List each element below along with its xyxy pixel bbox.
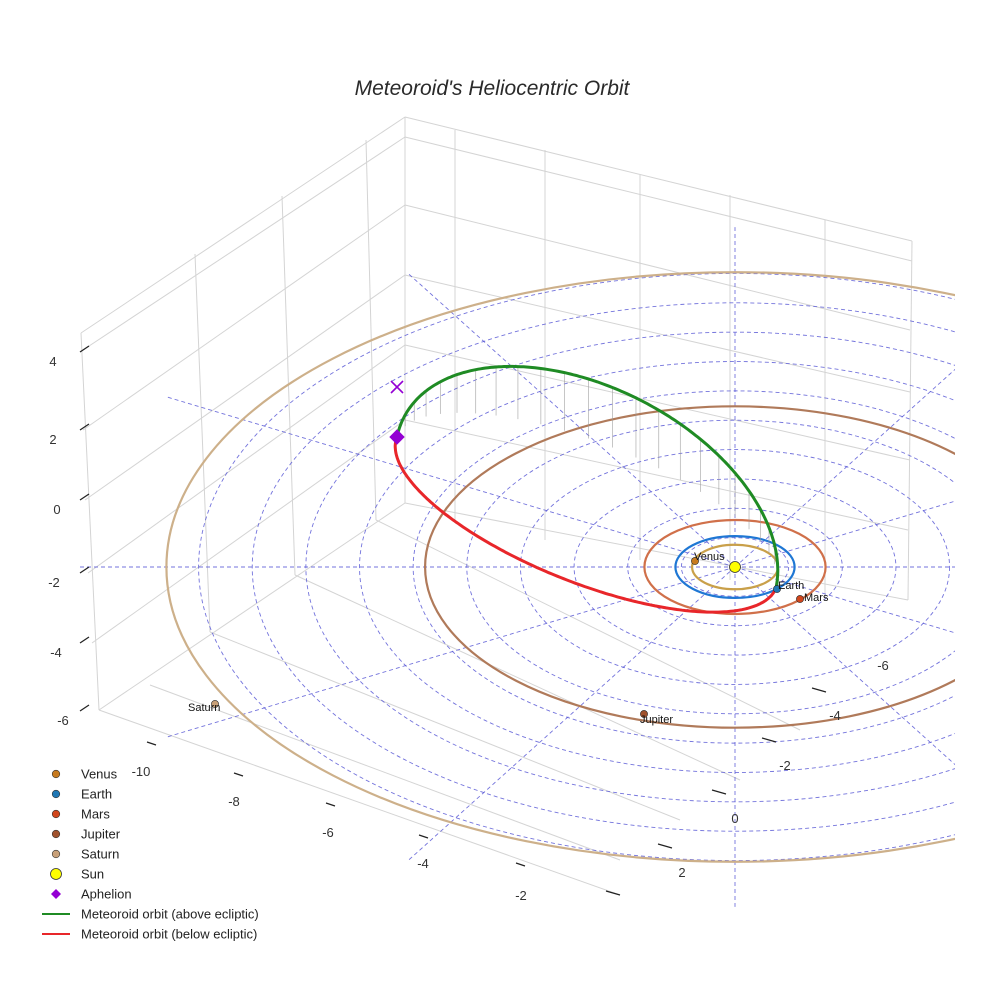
y-tick-mark	[761, 737, 777, 743]
legend-circle-swatch	[50, 868, 62, 880]
saturn-label: Saturn	[188, 702, 220, 714]
polar-grid-spoke	[167, 396, 736, 568]
aphelion-marker	[389, 429, 405, 445]
saturn-orbit	[165, 271, 955, 863]
x-tick-mark	[325, 802, 336, 807]
jupiter-marker	[640, 710, 648, 718]
legend-item: Aphelion	[51, 887, 132, 902]
z-tick-mark	[79, 493, 90, 501]
legend-item: Mars	[51, 807, 110, 822]
legend-circle-swatch	[51, 809, 61, 819]
legend-circle-swatch	[51, 789, 61, 799]
polar-grid-spoke	[167, 566, 736, 738]
earth-orbit	[674, 534, 796, 599]
z-tick-mark	[79, 636, 90, 644]
y-tick-label: -6	[877, 658, 889, 673]
meteoroid-orbit-below	[393, 436, 778, 614]
venus-label: Venus	[694, 551, 725, 563]
z-tick-mark	[79, 566, 90, 574]
z-tick-label: -2	[48, 575, 60, 590]
x-tick-mark	[146, 741, 157, 746]
legend-label: Saturn	[81, 847, 119, 862]
legend-item: Meteoroid orbit (below ecliptic)	[42, 927, 257, 942]
jupiter-orbit	[424, 405, 955, 729]
x-tick-label: -6	[322, 825, 334, 840]
legend: Venus Earth Mars Jupiter Saturn Sun Aphelion Me…	[42, 767, 259, 942]
legend-item: Saturn	[51, 847, 119, 862]
legend-circle-swatch	[51, 769, 61, 779]
legend-item: Meteoroid orbit (above ecliptic)	[42, 907, 259, 922]
x-tick-mark	[418, 834, 429, 839]
legend-label: Earth	[81, 787, 112, 802]
z-tick-mark	[79, 345, 90, 353]
z-tick-label: 0	[53, 502, 60, 517]
x-tick-label: -8	[228, 794, 240, 809]
polar-grid-spoke	[406, 566, 736, 862]
mars-orbit	[643, 518, 827, 616]
meteoroid-drop-lines	[398, 366, 778, 584]
y-tick-mark	[811, 687, 827, 693]
polar-grid-ring	[251, 302, 955, 832]
x-tick-label: -2	[515, 888, 527, 903]
legend-item: Sun	[50, 867, 104, 882]
z-tick-label: -4	[50, 645, 62, 660]
z-tick-label: 2	[49, 432, 56, 447]
venus-marker	[691, 557, 699, 565]
z-tick-mark	[79, 704, 90, 712]
legend-circle-swatch	[51, 829, 61, 839]
legend-circle-swatch	[51, 849, 61, 859]
legend-label: Venus	[81, 767, 118, 782]
y-tick-label: -4	[829, 708, 841, 723]
polar-grid-spoke	[734, 566, 955, 634]
chart-title: Meteoroid's Heliocentric Orbit	[355, 77, 631, 100]
meteoroid-orbit	[389, 364, 780, 614]
polar-grid-spoke	[406, 272, 736, 568]
meteoroid-orbit-above	[395, 364, 780, 589]
sun-marker	[729, 561, 741, 573]
polar-grid-spoke	[734, 368, 955, 568]
planet-orbits	[165, 271, 955, 863]
jupiter-label: Jupiter	[640, 714, 673, 726]
z-tick-label: -6	[57, 713, 69, 728]
x-tick-mark	[233, 772, 244, 777]
y-tick-mark	[605, 890, 621, 896]
legend-item: Jupiter	[51, 827, 121, 842]
legend-item: Earth	[51, 787, 112, 802]
x-tick-label: -10	[132, 764, 151, 779]
polar-grid-ring	[198, 273, 955, 861]
legend-label: Meteoroid orbit (above ecliptic)	[81, 907, 259, 922]
ecliptic-polar-grid	[79, 227, 955, 907]
x-tick-mark	[515, 862, 526, 867]
earth-label: Earth	[778, 580, 804, 592]
z-tick-label: 4	[49, 354, 56, 369]
legend-label: Jupiter	[81, 827, 121, 842]
z-tick-mark	[79, 423, 90, 431]
legend-item: Venus	[51, 767, 118, 782]
legend-diamond-swatch	[51, 889, 61, 899]
y-tick-mark	[657, 843, 673, 849]
y-tick-label: -2	[779, 758, 791, 773]
y-tick-label: 2	[678, 865, 685, 880]
aphelion-cross-marker	[390, 380, 404, 394]
polar-grid-spoke	[734, 500, 955, 568]
mars-marker	[796, 595, 804, 603]
legend-label: Meteoroid orbit (below ecliptic)	[81, 927, 257, 942]
x-tick-label: -4	[417, 856, 429, 871]
box-grid	[79, 116, 913, 896]
earth-marker	[773, 585, 781, 593]
legend-label: Aphelion	[81, 887, 132, 902]
y-tick-mark	[711, 789, 727, 795]
mars-label: Mars	[804, 592, 829, 604]
legend-label: Mars	[81, 807, 110, 822]
y-tick-label: 0	[731, 811, 738, 826]
axis-ticks: 4 2 0 -2 -4 -6 -10 -8 -6 -4 -2 -6 -4 -2 0 2	[48, 345, 889, 903]
legend-label: Sun	[81, 867, 104, 882]
polar-grid-ring	[519, 449, 951, 685]
saturn-marker	[211, 700, 219, 708]
polar-grid-spoke	[734, 566, 955, 766]
